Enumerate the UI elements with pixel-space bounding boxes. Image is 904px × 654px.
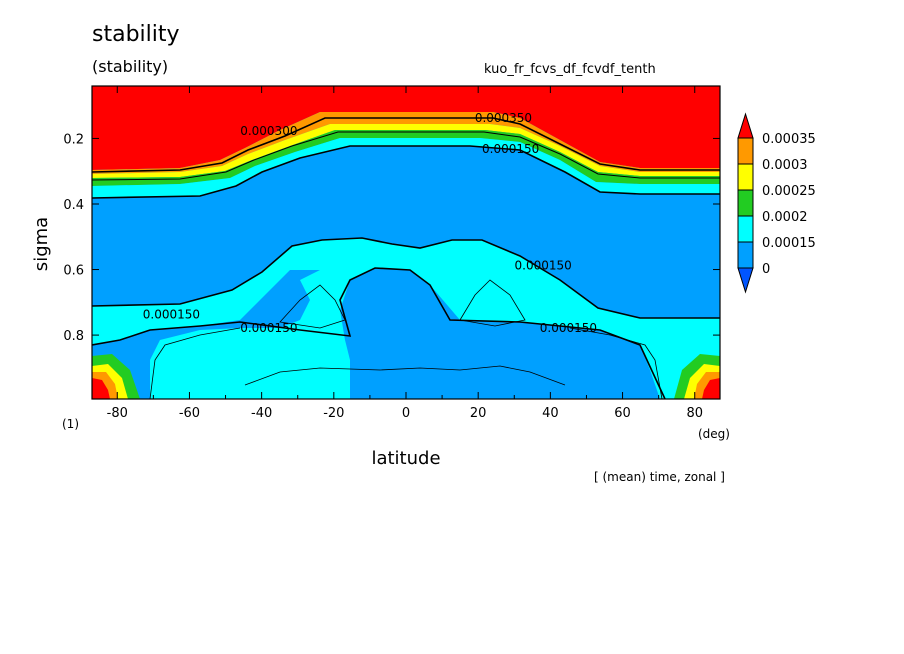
contour-line-thin-right-loop [459, 279, 526, 327]
x-axis: -80 -60 -40 -20 0 20 40 60 80 [107, 86, 703, 421]
x-axis-label: latitude [371, 448, 440, 469]
contour-label: 0.000150 [240, 321, 297, 335]
contour-line-lower-right [569, 327, 663, 399]
contour-line-upper-3 [92, 145, 720, 199]
x-tick-label: 0 [402, 406, 410, 421]
contour-label: 0.000150 [482, 142, 539, 156]
region-yellow-band [92, 124, 720, 178]
chart-subtitle: (stability) [92, 57, 169, 76]
contour-line-lower-mid [92, 267, 666, 399]
region-cyan-upper [92, 138, 720, 198]
x-tick-label: -40 [251, 406, 272, 421]
contour-line-thin-left-loop [279, 284, 346, 329]
colorbar-label: 0.0003 [762, 158, 808, 173]
y-tick-label: 0.4 [63, 198, 84, 213]
contour-lines [92, 117, 720, 399]
colorbar-top-arrow [737, 112, 754, 139]
contour-label: 0.000150 [540, 321, 597, 335]
contour-label: 0.000350 [475, 111, 532, 125]
contour-line-upper-2 [92, 131, 720, 181]
colorbar-label: 0.00035 [762, 132, 816, 147]
colorbar-segment [737, 163, 754, 191]
region-green-band [92, 130, 720, 186]
x-tick-label: -60 [179, 406, 200, 421]
contour-line-bottom-arch [244, 365, 566, 386]
x-tick-label: -80 [107, 406, 128, 421]
y-axis-unit: (1) [62, 417, 79, 431]
contour-label: 0.000300 [240, 124, 297, 138]
y-tick-label: 0.8 [63, 329, 84, 344]
contour-line-lower [149, 327, 241, 399]
region-red-top [92, 86, 720, 170]
contour-labels: 0.000300 0.000350 0.000150 0.000150 0.000150… [143, 111, 597, 335]
colorbar-segment [737, 241, 754, 269]
contour-line-mid [92, 237, 720, 319]
run-name-label: kuo_fr_fcvs_df_fcvdf_tenth [484, 62, 656, 77]
y-axis-label: sigma [31, 217, 52, 271]
colorbar-label: 0.00025 [762, 184, 816, 199]
x-tick-label: 80 [686, 406, 703, 421]
x-tick-label: 40 [542, 406, 559, 421]
x-tick-label: -20 [323, 406, 344, 421]
contour-label: 0.000150 [515, 259, 572, 273]
colorbar-label: 0 [762, 262, 770, 277]
contour-label: 0.000150 [143, 308, 200, 322]
colorbar: 0.00035 0.0003 0.00025 0.0002 0.00015 0 [737, 112, 816, 294]
y-tick-label: 0.2 [63, 132, 84, 147]
colorbar-segment [737, 137, 754, 165]
colorbar-segment [737, 189, 754, 217]
filled-contours [92, 86, 720, 399]
x-axis-unit: (deg) [698, 427, 730, 441]
x-tick-label: 60 [614, 406, 631, 421]
contour-line-upper [92, 117, 720, 173]
y-axis: 0.2 0.4 0.6 0.8 [63, 132, 720, 344]
y-tick-label: 0.6 [63, 264, 84, 279]
colorbar-bottom-arrow [737, 267, 754, 294]
colorbar-segment [737, 215, 754, 243]
x-tick-label: 20 [470, 406, 487, 421]
colorbar-label: 0.00015 [762, 236, 816, 251]
region-red-south-pole [92, 378, 110, 399]
colorbar-label: 0.0002 [762, 210, 808, 225]
region-red-north-pole [702, 378, 720, 399]
chart-title: stability [92, 22, 180, 47]
averaging-note: [ (mean) time, zonal ] [594, 470, 725, 484]
region-cyan-mid [92, 238, 720, 399]
